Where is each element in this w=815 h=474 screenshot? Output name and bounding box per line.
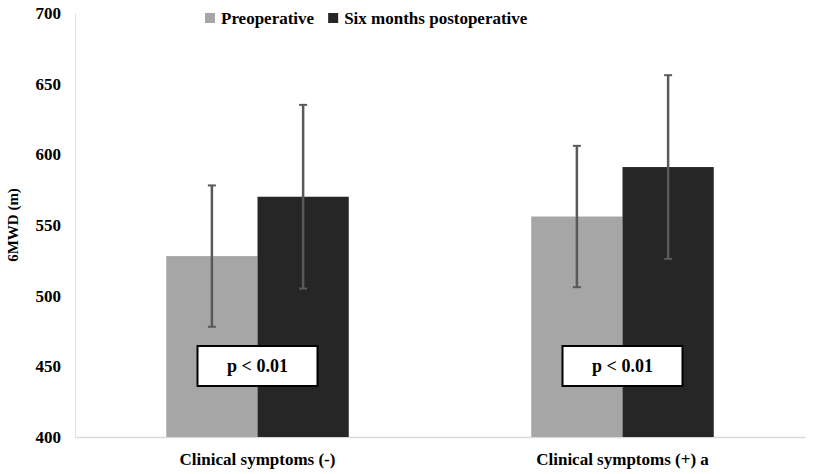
error-cap: [573, 145, 581, 147]
y-tick-label: 500: [36, 287, 62, 306]
legend-item: Six months postoperative: [328, 9, 528, 28]
error-bars: [208, 146, 581, 327]
marks: [166, 75, 714, 437]
y-tick: 450: [36, 357, 76, 376]
annotation: p < 0.01: [563, 346, 683, 386]
x-axis: Clinical symptoms (-) Clinical symptoms (…: [76, 437, 806, 469]
y-axis-line: [75, 14, 76, 438]
y-tick: 550: [36, 216, 76, 235]
error-cap: [208, 326, 216, 328]
y-tick: 650: [36, 75, 76, 94]
y-axis: 400 450 500 550 600 650 700: [36, 4, 76, 447]
error-cap: [208, 184, 216, 186]
y-tick-label: 450: [36, 357, 62, 376]
series: [258, 167, 714, 437]
plot: 400 450 500 550 600 650 700 Clinical symptoms (…: [36, 4, 806, 469]
legend: Preoperative Six months postoperative: [205, 9, 528, 28]
y-tick-label: 400: [36, 428, 62, 447]
y-tick-label: 550: [36, 216, 62, 235]
x-tick-label: Clinical symptoms (-): [180, 450, 336, 469]
error-line: [302, 105, 305, 289]
annotation-text: p < 0.01: [227, 356, 288, 376]
error-bar: [299, 105, 307, 289]
x-tick-label: Clinical symptoms (+) a: [536, 450, 709, 469]
error-cap: [664, 258, 672, 260]
x-tick: Clinical symptoms (+) a: [536, 437, 709, 469]
error-cap: [664, 74, 672, 76]
y-tick: 600: [36, 145, 76, 164]
y-tick: 500: [36, 287, 76, 306]
error-bar: [573, 146, 581, 287]
chart: 400 450 500 550 600 650 700 Clinical symptoms (…: [0, 0, 815, 474]
error-cap: [299, 104, 307, 106]
error-bar: [664, 75, 672, 259]
y-tick: 400: [36, 428, 76, 447]
error-line: [576, 146, 579, 287]
annotation-box: [563, 346, 683, 386]
error-cap: [299, 288, 307, 290]
legend-item: Preoperative: [205, 9, 315, 28]
annotations: p < 0.01 p < 0.01: [198, 346, 683, 386]
series: [166, 217, 622, 437]
error-cap: [573, 286, 581, 288]
error-bar: [208, 185, 216, 326]
legend-swatch: [328, 13, 338, 23]
legend-label: Preoperative: [221, 9, 315, 28]
y-tick: 700: [36, 4, 76, 23]
y-axis-title: 6MWD (m): [5, 188, 22, 262]
y-tick-label: 700: [36, 4, 62, 23]
x-tick: Clinical symptoms (-): [180, 437, 336, 469]
annotation-box: [198, 346, 318, 386]
legend-swatch: [205, 13, 215, 23]
y-tick-label: 650: [36, 75, 62, 94]
annotation-text: p < 0.01: [592, 356, 653, 376]
error-bars: [299, 75, 672, 288]
error-line: [211, 185, 214, 326]
y-tick-label: 600: [36, 145, 62, 164]
legend-label: Six months postoperative: [344, 9, 528, 28]
annotation: p < 0.01: [198, 346, 318, 386]
error-line: [667, 75, 670, 259]
